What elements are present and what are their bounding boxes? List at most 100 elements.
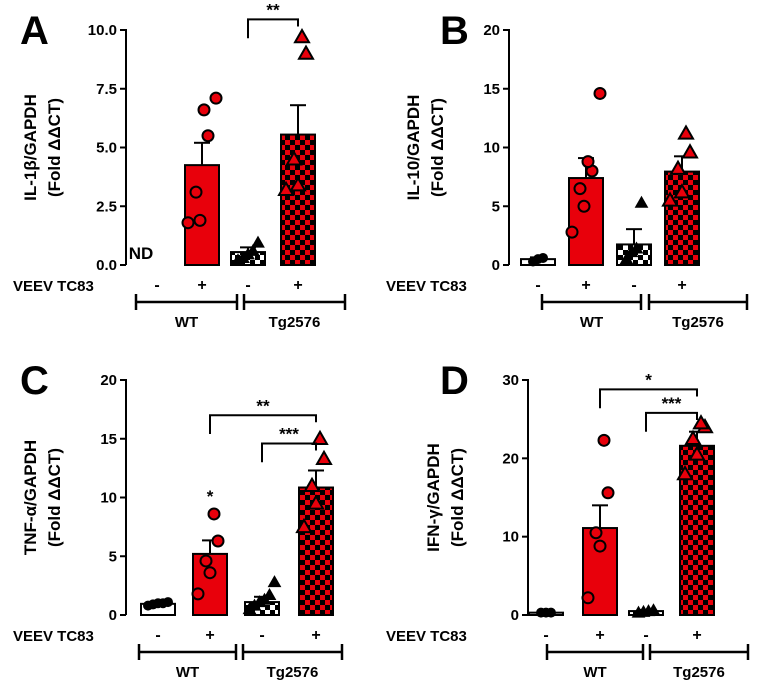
data-point (684, 429, 702, 445)
treatment-sign: + (311, 627, 320, 644)
data-point (207, 507, 221, 521)
treatment-sign: - (643, 627, 648, 644)
data-point (262, 588, 277, 601)
y-axis-label: IFN-γ/GAPDH (424, 443, 443, 552)
data-point (267, 575, 282, 588)
y-tick-label: 10 (502, 529, 519, 546)
data-point (191, 587, 205, 601)
data-point (593, 86, 607, 100)
data-point (295, 517, 313, 534)
group-label: WT (580, 314, 603, 331)
y-tick-label: 5 (492, 198, 500, 215)
data-point (189, 185, 203, 199)
group-label: Tg2576 (267, 664, 319, 681)
y-tick-label: 15 (100, 431, 117, 448)
data-point (581, 155, 595, 169)
condition-label: VEEV TC83 (386, 278, 467, 295)
y-tick-label: 20 (502, 450, 519, 467)
panel-b: B IL-10/GAPDH (Fold ΔΔCT) 0 5 10 15 20 VEEV TC83… (386, 9, 749, 331)
treatment-sign: + (205, 627, 214, 644)
data-point (307, 494, 325, 510)
significance-bracket (599, 388, 698, 409)
data-point (589, 526, 603, 540)
data-point (201, 129, 215, 143)
data-point (597, 433, 611, 447)
significance-label: ** (266, 0, 280, 19)
significance-label: *** (662, 394, 682, 413)
data-point (573, 182, 587, 196)
data-point (619, 252, 634, 265)
y-tick-label: 5 (109, 548, 117, 565)
treatment-sign: - (535, 277, 540, 294)
data-point (538, 252, 548, 263)
group-label: WT (175, 314, 198, 331)
data-point (629, 241, 644, 254)
y-tick-label: 15 (483, 81, 500, 98)
treatment-sign: + (293, 277, 302, 294)
data-point (669, 159, 687, 175)
y-tick-label: 0 (109, 607, 117, 624)
data-point (577, 199, 591, 213)
significance-label: * (645, 370, 652, 389)
data-point (546, 607, 556, 618)
significance-bracket (645, 411, 698, 432)
y-tick-label: 7.5 (96, 81, 117, 98)
data-point (297, 44, 315, 60)
data-point (163, 597, 173, 608)
data-point (251, 235, 265, 248)
significance-bracket (209, 414, 317, 435)
significance-bracket (247, 18, 299, 39)
data-point (646, 603, 661, 616)
data-point (681, 143, 699, 159)
data-point (199, 554, 213, 568)
treatment-sign: - (155, 627, 160, 644)
treatment-sign: - (245, 277, 250, 294)
y-tick-label: 20 (483, 22, 500, 39)
y-axis-label: TNF-α/GAPDH (21, 440, 40, 555)
significance-star: * (207, 487, 214, 506)
group-label: Tg2576 (672, 314, 724, 331)
treatment-sign: + (581, 277, 590, 294)
treatment-sign: - (259, 627, 264, 644)
data-point (593, 539, 607, 553)
y-tick-label: 0 (511, 607, 519, 624)
data-point (197, 103, 211, 117)
data-point (311, 429, 329, 445)
group-label: WT (583, 664, 606, 681)
data-point (677, 124, 695, 140)
data-point (676, 464, 694, 481)
y-tick-label: 20 (100, 372, 117, 389)
bar (280, 133, 316, 266)
data-point (634, 195, 649, 208)
data-point (692, 414, 710, 430)
group-label: WT (176, 664, 199, 681)
data-point (315, 449, 333, 465)
treatment-sign: + (677, 277, 686, 294)
panel-letter: C (20, 359, 49, 403)
data-point (673, 183, 691, 199)
data-point (581, 591, 595, 605)
y-axis-label-units: (Fold ΔΔCT) (428, 98, 447, 197)
data-point (565, 225, 579, 239)
condition-label: VEEV TC83 (386, 628, 467, 645)
y-tick-label: 5.0 (96, 140, 117, 157)
y-tick-label: 0 (492, 257, 500, 274)
treatment-sign: - (543, 627, 548, 644)
y-tick-label: 30 (502, 372, 519, 389)
data-point (688, 445, 706, 461)
significance-bracket (261, 442, 317, 463)
condition-label: VEEV TC83 (13, 278, 94, 295)
y-tick-label: 10 (483, 140, 500, 157)
data-point (601, 486, 615, 500)
y-axis-label: IL-10/GAPDH (404, 95, 423, 201)
y-tick-label: 10 (100, 490, 117, 507)
treatment-sign: - (631, 277, 636, 294)
data-point (181, 216, 195, 230)
data-point (661, 191, 679, 207)
treatment-sign: + (692, 627, 701, 644)
panel-letter: A (20, 9, 49, 53)
panel-letter: B (440, 9, 469, 53)
y-tick-label: 0.0 (96, 257, 117, 274)
